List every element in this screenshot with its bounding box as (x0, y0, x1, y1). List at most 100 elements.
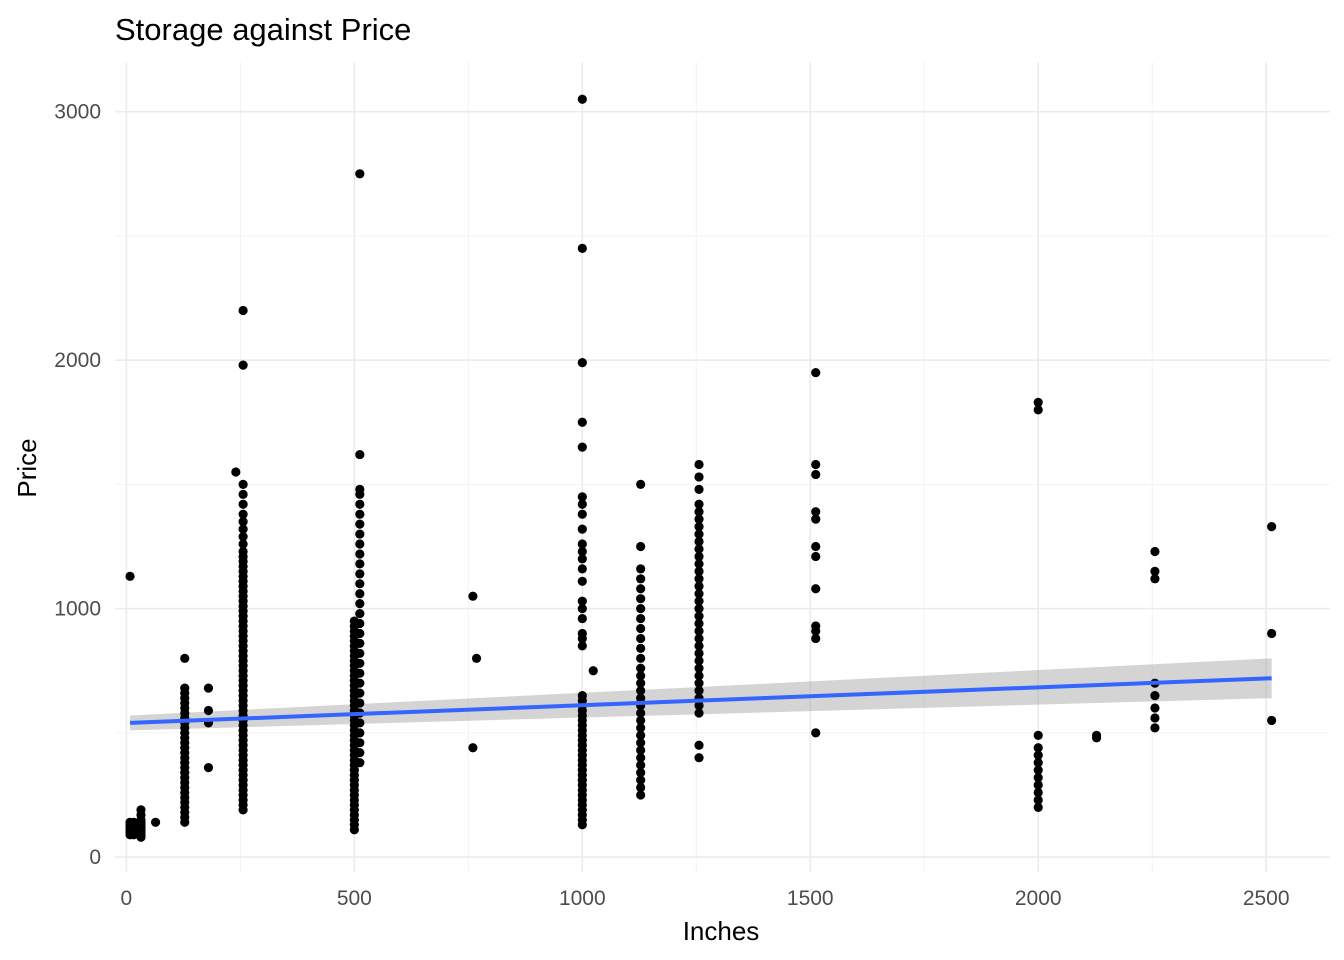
data-point (811, 469, 821, 480)
data-point (636, 745, 646, 755)
data-point (1033, 795, 1043, 805)
data-point (636, 604, 646, 614)
data-point (636, 574, 646, 584)
data-point (355, 678, 365, 688)
data-point (355, 728, 365, 738)
data-point (577, 524, 587, 534)
data-point (811, 367, 821, 378)
data-point (811, 633, 821, 644)
data-point (355, 718, 365, 728)
y-axis-ticks: 0 1000 2000 3000 (54, 101, 101, 869)
data-point (694, 574, 704, 584)
data-point (577, 509, 587, 519)
data-point (238, 499, 248, 509)
data-point (355, 579, 365, 589)
data-point (636, 790, 646, 800)
data-point (238, 360, 248, 370)
x-tick-label: 1500 (787, 887, 834, 910)
data-point (636, 671, 646, 681)
data-point (355, 658, 365, 668)
data-point (694, 472, 704, 482)
data-point (636, 782, 646, 793)
data-point (355, 549, 365, 559)
data-point (355, 738, 365, 748)
data-point (355, 758, 365, 768)
data-point (694, 484, 704, 494)
data-point (636, 584, 646, 594)
data-point (355, 628, 365, 639)
data-point (355, 484, 365, 494)
data-point (577, 442, 587, 452)
data-point (636, 768, 646, 778)
data-point (694, 740, 704, 750)
x-tick-label: 2500 (1243, 887, 1290, 910)
data-point (1033, 730, 1043, 740)
data-point (355, 519, 365, 529)
data-point (577, 417, 587, 427)
data-point (1033, 758, 1043, 768)
data-point (355, 589, 365, 599)
data-point (577, 554, 587, 564)
data-point (468, 743, 478, 753)
data-point (355, 169, 365, 179)
data-point (694, 507, 704, 517)
data-point (694, 641, 704, 651)
data-point (694, 566, 704, 576)
data-point (694, 678, 704, 688)
y-tick-label: 0 (89, 846, 101, 869)
data-point (238, 305, 248, 316)
data-point (694, 663, 704, 673)
data-point (636, 541, 646, 552)
data-point (1033, 780, 1043, 790)
data-point (694, 708, 704, 718)
data-point (1150, 703, 1160, 713)
data-point (355, 608, 365, 619)
trend-line-layer (129, 676, 1272, 725)
data-point (694, 648, 704, 658)
data-point (468, 591, 478, 601)
data-point (577, 604, 587, 614)
data-point (355, 539, 365, 549)
data-point (811, 507, 821, 517)
data-point (694, 581, 704, 591)
points-layer (125, 94, 1277, 842)
data-point (1150, 546, 1160, 557)
data-point (355, 569, 365, 579)
y-tick-label: 1000 (54, 598, 101, 621)
x-tick-label: 2000 (1015, 887, 1062, 910)
data-point (203, 763, 214, 773)
data-point (811, 551, 821, 562)
y-axis-title: Price (12, 438, 42, 497)
data-point (355, 529, 365, 539)
data-point (1033, 743, 1043, 753)
data-point (355, 688, 365, 698)
data-point (577, 546, 587, 557)
data-point (694, 604, 704, 614)
data-point (355, 499, 365, 509)
data-point (180, 653, 190, 663)
data-point (636, 678, 646, 688)
data-point (238, 539, 248, 549)
data-point (355, 449, 365, 460)
data-point (136, 805, 146, 815)
x-tick-label: 1000 (559, 887, 606, 910)
data-point (1150, 574, 1160, 584)
data-point (238, 489, 248, 499)
data-point (355, 559, 365, 569)
data-point (355, 648, 365, 658)
data-point (1033, 750, 1043, 760)
data-point (636, 633, 646, 644)
data-point (694, 671, 704, 681)
data-point (588, 666, 598, 676)
data-point (694, 589, 704, 599)
data-point (577, 628, 587, 639)
data-point (1267, 715, 1277, 726)
data-point (694, 626, 704, 636)
data-point (355, 698, 365, 708)
data-point (238, 509, 248, 519)
data-point (636, 613, 646, 624)
data-point (1150, 713, 1160, 723)
data-point (1033, 802, 1043, 812)
data-point (150, 817, 161, 827)
data-point (129, 817, 139, 827)
